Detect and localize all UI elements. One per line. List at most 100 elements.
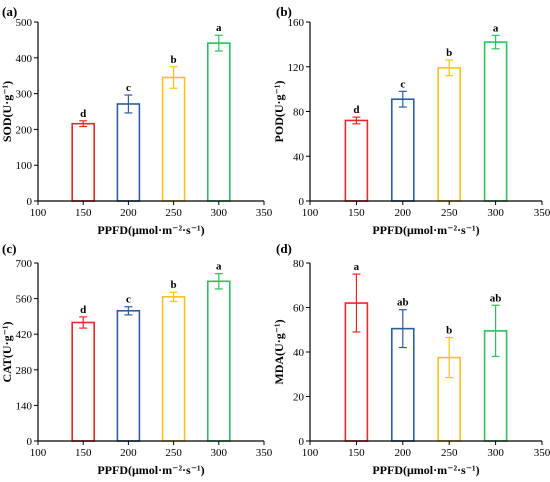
y-tick-label: 0	[27, 436, 33, 448]
significance-letter: b	[446, 47, 452, 59]
y-tick-label: 400	[16, 53, 33, 65]
error-bar	[214, 273, 223, 290]
x-tick-label: 250	[165, 447, 182, 459]
error-bar	[124, 94, 133, 114]
bar	[71, 321, 95, 442]
significance-letter: a	[493, 22, 499, 34]
y-tick-label: 700	[16, 258, 33, 270]
y-axis-label: CAT(U·g⁻¹)	[0, 321, 14, 382]
x-tick-label: 250	[441, 207, 458, 219]
bar	[207, 42, 231, 202]
error-bar	[124, 306, 133, 316]
panel-d: (d) a ab b ab 100 150 200 250 300 350 0 20 40 60 80 PPFD…	[272, 241, 550, 477]
x-tick-label: 150	[348, 207, 365, 219]
significance-letter: a	[216, 22, 222, 34]
panel-tag: (d)	[276, 241, 292, 256]
bar	[390, 98, 415, 202]
y-tick-label: 280	[16, 365, 33, 377]
y-tick-label: 0	[299, 436, 305, 448]
x-tick-label: 250	[165, 207, 182, 219]
y-tick-label: 0	[299, 196, 305, 208]
panel-tag: (c)	[2, 241, 16, 256]
panel-c: (c) d c b a 100 150 200 250 300 350 0 140 280 420 560 70…	[0, 241, 273, 477]
x-axis-label: PPFD(μmol·m⁻²·s⁻¹)	[97, 223, 204, 237]
x-tick-label: 300	[487, 207, 504, 219]
bar	[116, 310, 141, 442]
bar	[161, 76, 186, 202]
error-bar	[169, 291, 178, 302]
bar	[116, 103, 141, 202]
x-axis-label: PPFD(μmol·m⁻²·s⁻¹)	[97, 463, 204, 477]
y-tick-label: 40	[293, 347, 305, 359]
error-bar	[445, 59, 454, 77]
error-bar	[491, 304, 500, 358]
y-tick-label: 500	[16, 17, 33, 29]
y-tick-label: 300	[16, 89, 33, 101]
significance-letter: b	[446, 325, 452, 337]
x-tick-label: 300	[211, 207, 228, 219]
x-tick-label: 150	[75, 207, 92, 219]
error-bar	[398, 309, 407, 349]
x-tick-label: 100	[30, 447, 47, 459]
bar	[483, 41, 508, 202]
x-axis-label: PPFD(μmol·m⁻²·s⁻¹)	[372, 223, 479, 237]
error-bar	[352, 116, 361, 125]
significance-letter: b	[171, 279, 177, 291]
significance-letter: c	[126, 294, 131, 306]
y-tick-label: 160	[288, 17, 305, 29]
x-tick-label: 200	[120, 207, 137, 219]
panel-b: (b) d c b a 100 150 200 250 300 350 0 40 80 120 160 PPFD…	[272, 4, 550, 237]
y-tick-label: 120	[288, 62, 305, 74]
y-axis-label: SOD(U·g⁻¹)	[0, 81, 14, 142]
significance-letter: c	[400, 78, 405, 90]
significance-letter: d	[80, 304, 86, 316]
significance-letter: a	[354, 261, 360, 273]
x-tick-label: 200	[395, 447, 412, 459]
x-tick-label: 150	[348, 447, 365, 459]
error-bar	[491, 34, 500, 50]
significance-letter: d	[353, 104, 359, 116]
significance-letter: b	[171, 54, 177, 66]
y-tick-label: 420	[16, 329, 33, 341]
bar	[71, 122, 95, 202]
significance-letter: a	[216, 261, 222, 273]
x-tick-label: 100	[302, 447, 319, 459]
error-bar	[352, 273, 361, 333]
significance-letter: ab	[490, 292, 502, 304]
x-tick-label: 200	[120, 447, 137, 459]
bar	[207, 280, 231, 442]
x-tick-label: 300	[487, 447, 504, 459]
x-tick-label: 250	[441, 447, 458, 459]
bar	[344, 119, 369, 202]
y-tick-label: 100	[16, 160, 33, 172]
panel-tag: (a)	[2, 4, 17, 19]
panel-tag: (b)	[276, 4, 292, 19]
x-tick-label: 100	[302, 207, 319, 219]
x-axis-label: PPFD(μmol·m⁻²·s⁻¹)	[372, 463, 479, 477]
y-tick-label: 140	[16, 400, 33, 412]
significance-letter: c	[126, 82, 131, 94]
error-bar	[79, 316, 88, 329]
error-bar	[169, 66, 178, 89]
significance-letter: d	[80, 108, 86, 120]
x-tick-label: 150	[75, 447, 92, 459]
y-tick-label: 200	[16, 124, 33, 136]
y-tick-label: 80	[293, 107, 305, 119]
bar	[161, 296, 186, 442]
y-tick-label: 80	[293, 258, 305, 270]
x-tick-label: 100	[30, 207, 47, 219]
error-bar	[445, 336, 454, 379]
error-bar	[214, 34, 223, 52]
y-tick-label: 20	[293, 392, 305, 404]
error-bar	[398, 90, 407, 108]
y-tick-label: 40	[293, 151, 305, 163]
x-tick-label: 200	[395, 207, 412, 219]
significance-letter: ab	[397, 297, 409, 309]
y-tick-label: 560	[16, 294, 33, 306]
bar	[437, 67, 462, 202]
x-tick-label: 350	[534, 207, 550, 219]
y-tick-label: 0	[27, 196, 33, 208]
x-tick-label: 350	[256, 207, 273, 219]
